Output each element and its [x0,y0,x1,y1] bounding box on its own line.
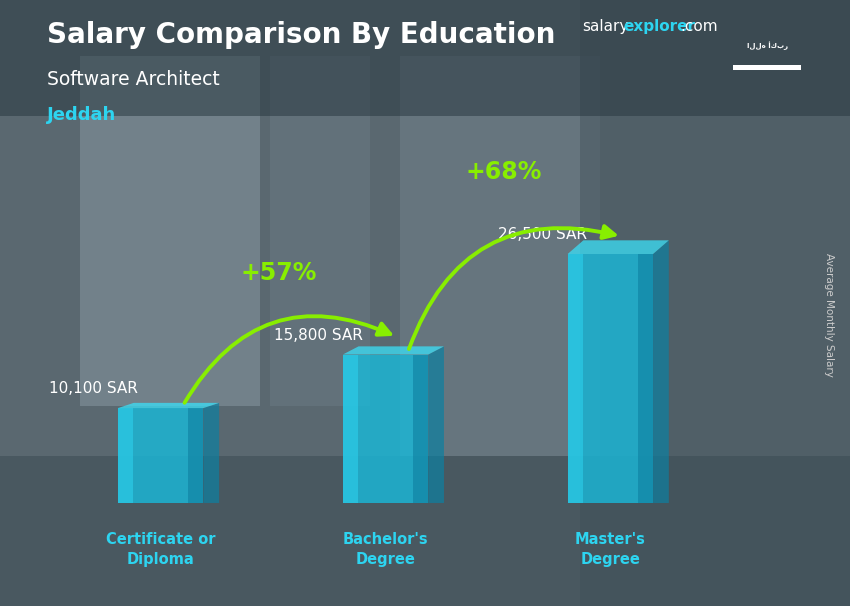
Bar [568,254,583,503]
Text: 10,100 SAR: 10,100 SAR [48,381,138,396]
Text: Master's
Degree: Master's Degree [575,532,646,567]
Text: +57%: +57% [241,261,317,285]
Bar [118,408,133,503]
Polygon shape [653,241,669,503]
Text: Software Architect: Software Architect [47,70,219,88]
Text: .com: .com [680,19,717,35]
Bar [733,65,802,70]
Bar [0,0,850,116]
Polygon shape [568,241,669,254]
Bar [270,56,370,406]
Bar [80,56,260,406]
Polygon shape [203,403,219,503]
Bar [343,355,428,503]
Text: +68%: +68% [465,160,541,184]
Bar [413,355,428,503]
Bar [0,456,850,606]
Text: Salary Comparison By Education: Salary Comparison By Education [47,21,555,49]
Text: explorer: explorer [623,19,695,35]
Polygon shape [343,347,444,355]
Bar [118,408,203,503]
Bar [638,254,653,503]
Text: Average Monthly Salary: Average Monthly Salary [824,253,834,377]
Text: 15,800 SAR: 15,800 SAR [274,328,362,343]
Polygon shape [118,403,219,408]
Bar [568,254,653,503]
Text: 26,500 SAR: 26,500 SAR [498,227,587,242]
Text: Jeddah: Jeddah [47,106,116,124]
Text: salary: salary [582,19,629,35]
Bar [343,355,358,503]
Bar [188,408,203,503]
Text: الله أكبر: الله أكبر [746,42,788,50]
Bar [580,0,850,606]
Polygon shape [428,347,444,503]
Bar [400,56,600,456]
Text: Bachelor's
Degree: Bachelor's Degree [343,532,428,567]
Text: Certificate or
Diploma: Certificate or Diploma [106,532,215,567]
